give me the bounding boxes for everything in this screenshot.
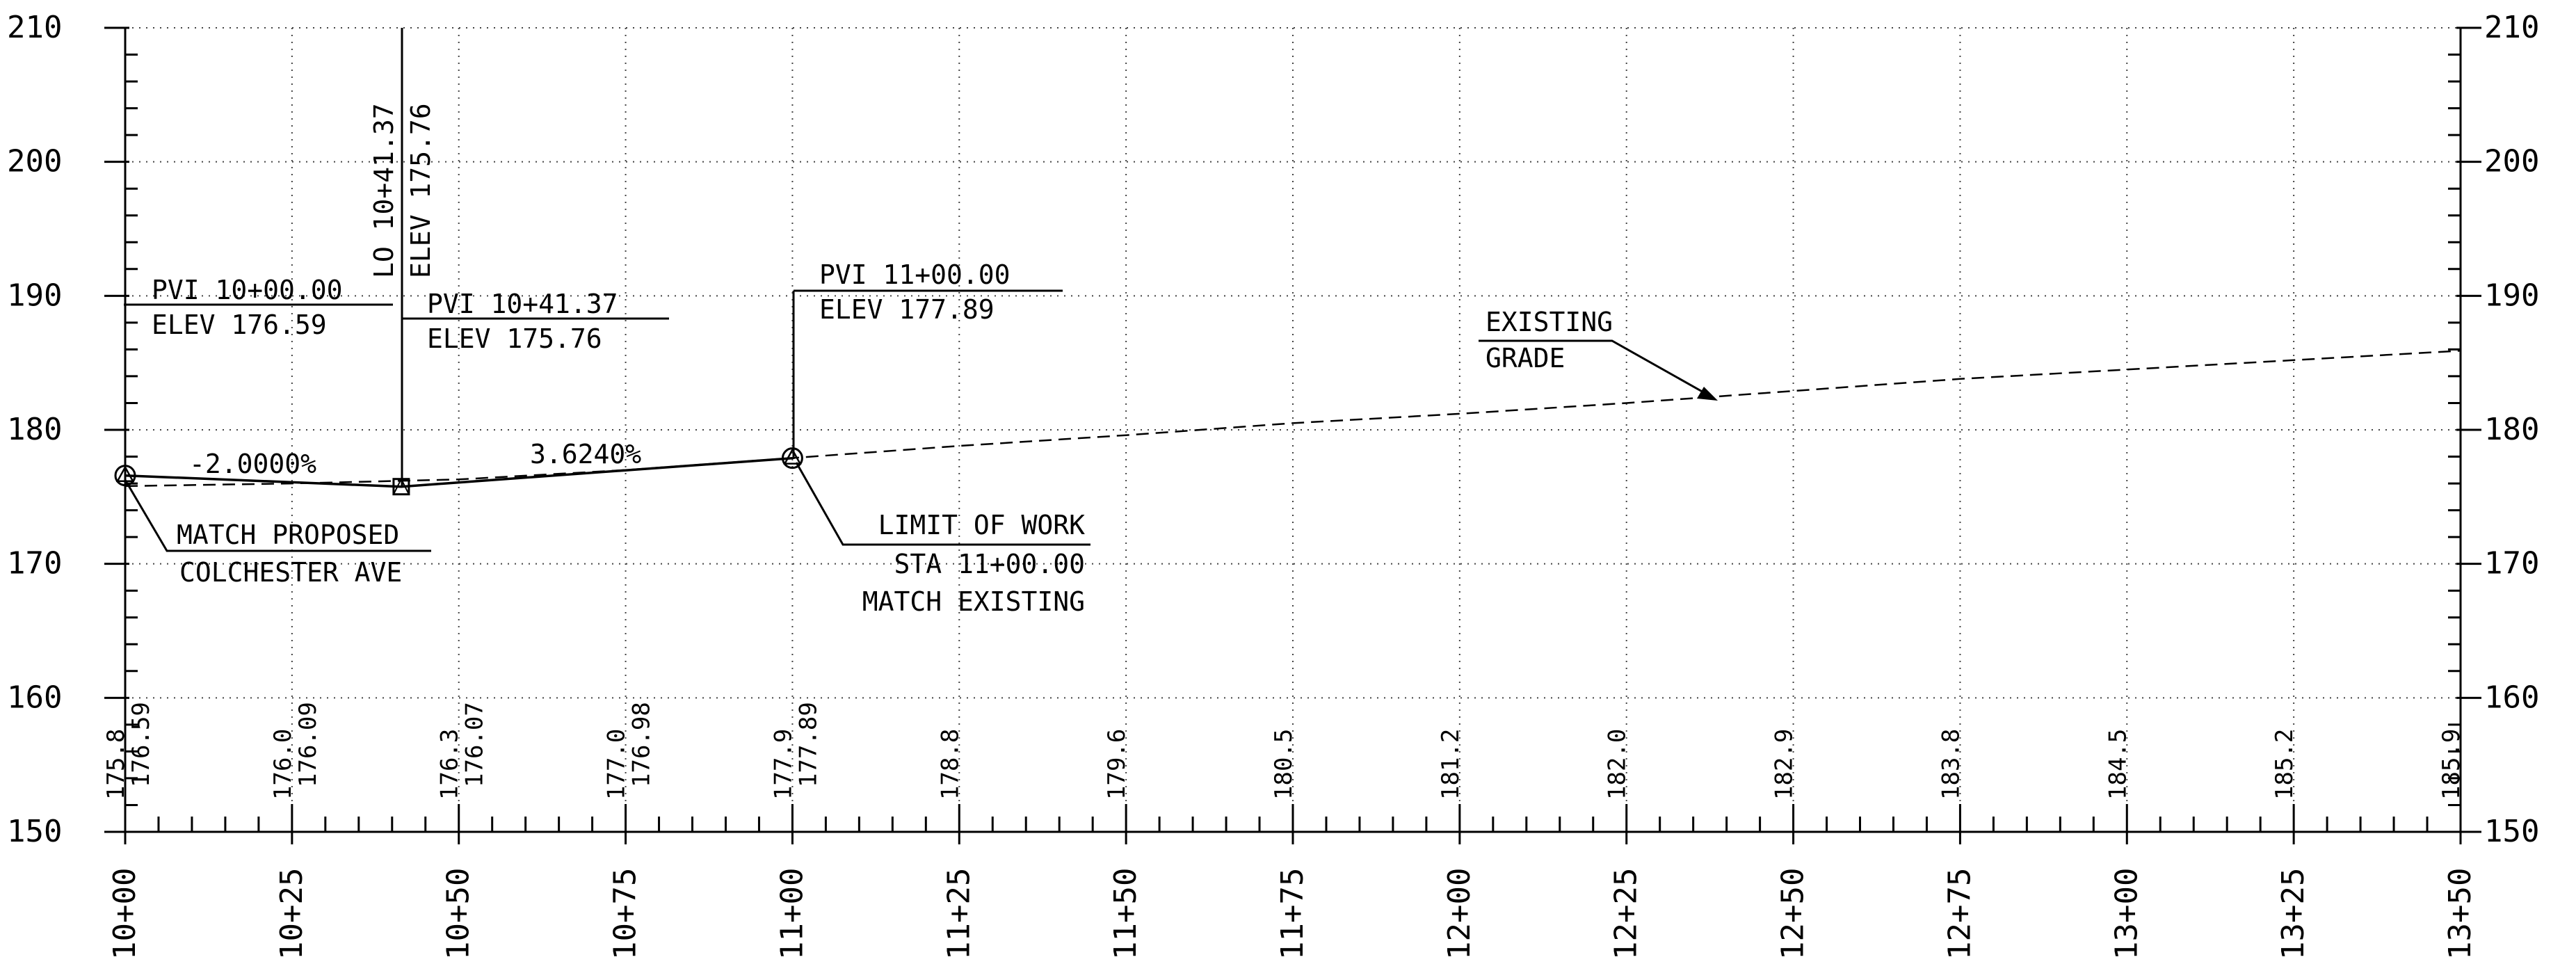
existing-elevation-label: 184.5 <box>2104 729 2132 800</box>
proposed-elevation-label: 177.89 <box>794 702 822 787</box>
y-tick-label-left: 180 <box>7 412 62 447</box>
limit-of-work-leader <box>795 462 1090 546</box>
x-tick-label: 13+25 <box>2276 868 2311 960</box>
existing-grade-line1: EXISTING <box>1486 307 1613 337</box>
match-proposed-line1: MATCH PROPOSED <box>177 520 399 550</box>
proposed-elevation-label: 176.07 <box>461 702 489 787</box>
existing-grade-leader <box>1479 339 1712 398</box>
y-tick-label-left: 170 <box>7 546 62 581</box>
existing-elevation-label: 175.8 <box>102 729 130 800</box>
match-proposed-line2: COLCHESTER AVE <box>179 557 402 588</box>
x-axis: 10+00 10+25 10+50 10+75 11+00 11+25 11+50 11+75… <box>107 804 2478 960</box>
existing-elevation-label: 176.0 <box>269 729 297 800</box>
grade-label-2: 3.6240% <box>530 439 641 469</box>
x-tick-label: 12+00 <box>1442 868 1477 960</box>
low-point-elev: ELEV 175.76 <box>405 103 436 278</box>
existing-elevation-label: 177.9 <box>769 729 797 800</box>
limit-of-work-line1: LIMIT OF WORK <box>878 510 1086 540</box>
x-tick-label: 12+50 <box>1776 868 1811 960</box>
match-proposed-leader <box>124 479 431 552</box>
existing-grade-line <box>124 350 2461 488</box>
y-tick-label-left: 190 <box>7 278 62 313</box>
y-tick-label-left: 160 <box>7 680 62 715</box>
existing-elevation-label: 185.2 <box>2271 729 2299 800</box>
x-tick-label: 13+00 <box>2109 868 2144 960</box>
y-tick-label-left: 150 <box>7 814 62 849</box>
proposed-elevation-label: 176.98 <box>628 702 656 787</box>
y-tick-label-right: 170 <box>2484 546 2539 581</box>
pvi2-station: PVI 10+41.37 <box>427 289 618 319</box>
existing-grade-line2: GRADE <box>1486 343 1565 373</box>
y-tick-label-left: 200 <box>7 144 62 179</box>
pvi-square-triangle <box>392 477 410 495</box>
existing-grade-arrowhead <box>1697 387 1718 401</box>
x-tick-label: 10+00 <box>107 868 143 960</box>
x-tick-label: 12+25 <box>1609 868 1644 960</box>
y-axis: 150 150 160 160 170 170 180 180 190 190 200 200 210 2… <box>7 10 2539 849</box>
y-tick-label-right: 200 <box>2484 144 2539 179</box>
pvi3-station: PVI 11+00.00 <box>819 259 1011 290</box>
pvi2-elev: ELEV 175.76 <box>427 323 602 354</box>
y-tick-label-right: 210 <box>2484 10 2539 45</box>
existing-elevation-label: 178.8 <box>936 729 964 800</box>
existing-elevation-label: 180.5 <box>1270 729 1298 800</box>
limit-of-work-line2: STA 11+00.00 <box>894 549 1085 579</box>
y-tick-label-right: 190 <box>2484 278 2539 313</box>
y-tick-label-right: 180 <box>2484 412 2539 447</box>
y-tick-label-right: 150 <box>2484 814 2539 849</box>
existing-elevation-label: 185.9 <box>2438 729 2465 800</box>
existing-elevation-label: 182.0 <box>1604 729 1632 800</box>
pvi-triangle-marker <box>783 448 802 465</box>
existing-elevation-label: 182.9 <box>1771 729 1798 800</box>
x-tick-label: 11+00 <box>774 868 810 960</box>
pvi3-elev: ELEV 177.89 <box>819 294 995 325</box>
low-point-station: LO 10+41.37 <box>369 103 399 278</box>
x-tick-label: 11+50 <box>1108 868 1143 960</box>
pvi1-station: PVI 10+00.00 <box>152 275 343 305</box>
x-tick-label: 10+75 <box>608 868 643 960</box>
existing-elevation-label: 177.0 <box>603 729 631 800</box>
proposed-elevation-label: 176.59 <box>127 702 155 787</box>
proposed-elevation-label: 176.09 <box>294 702 322 787</box>
existing-elevation-label: 183.8 <box>1937 729 1965 800</box>
x-tick-label: 11+25 <box>941 868 976 960</box>
x-tick-label: 11+75 <box>1275 868 1310 960</box>
limit-of-work-line3: MATCH EXISTING <box>862 586 1085 617</box>
x-tick-label: 10+25 <box>274 868 309 960</box>
x-tick-label: 12+75 <box>1942 868 1977 960</box>
y-tick-label-left: 210 <box>7 10 62 45</box>
x-tick-label: 10+50 <box>441 868 476 960</box>
annotation-layer: PVI 10+00.00 ELEV 176.59 PVI 10+41.37 EL… <box>124 28 1718 617</box>
pvi1-elev: ELEV 176.59 <box>152 310 327 340</box>
x-tick-label: 13+50 <box>2442 868 2478 960</box>
y-tick-label-right: 160 <box>2484 680 2539 715</box>
existing-elevation-label: 181.2 <box>1437 729 1465 800</box>
grade-label-1: -2.0000% <box>189 449 316 479</box>
existing-elevation-label: 176.3 <box>436 729 464 800</box>
existing-elevation-label: 179.6 <box>1103 729 1131 800</box>
